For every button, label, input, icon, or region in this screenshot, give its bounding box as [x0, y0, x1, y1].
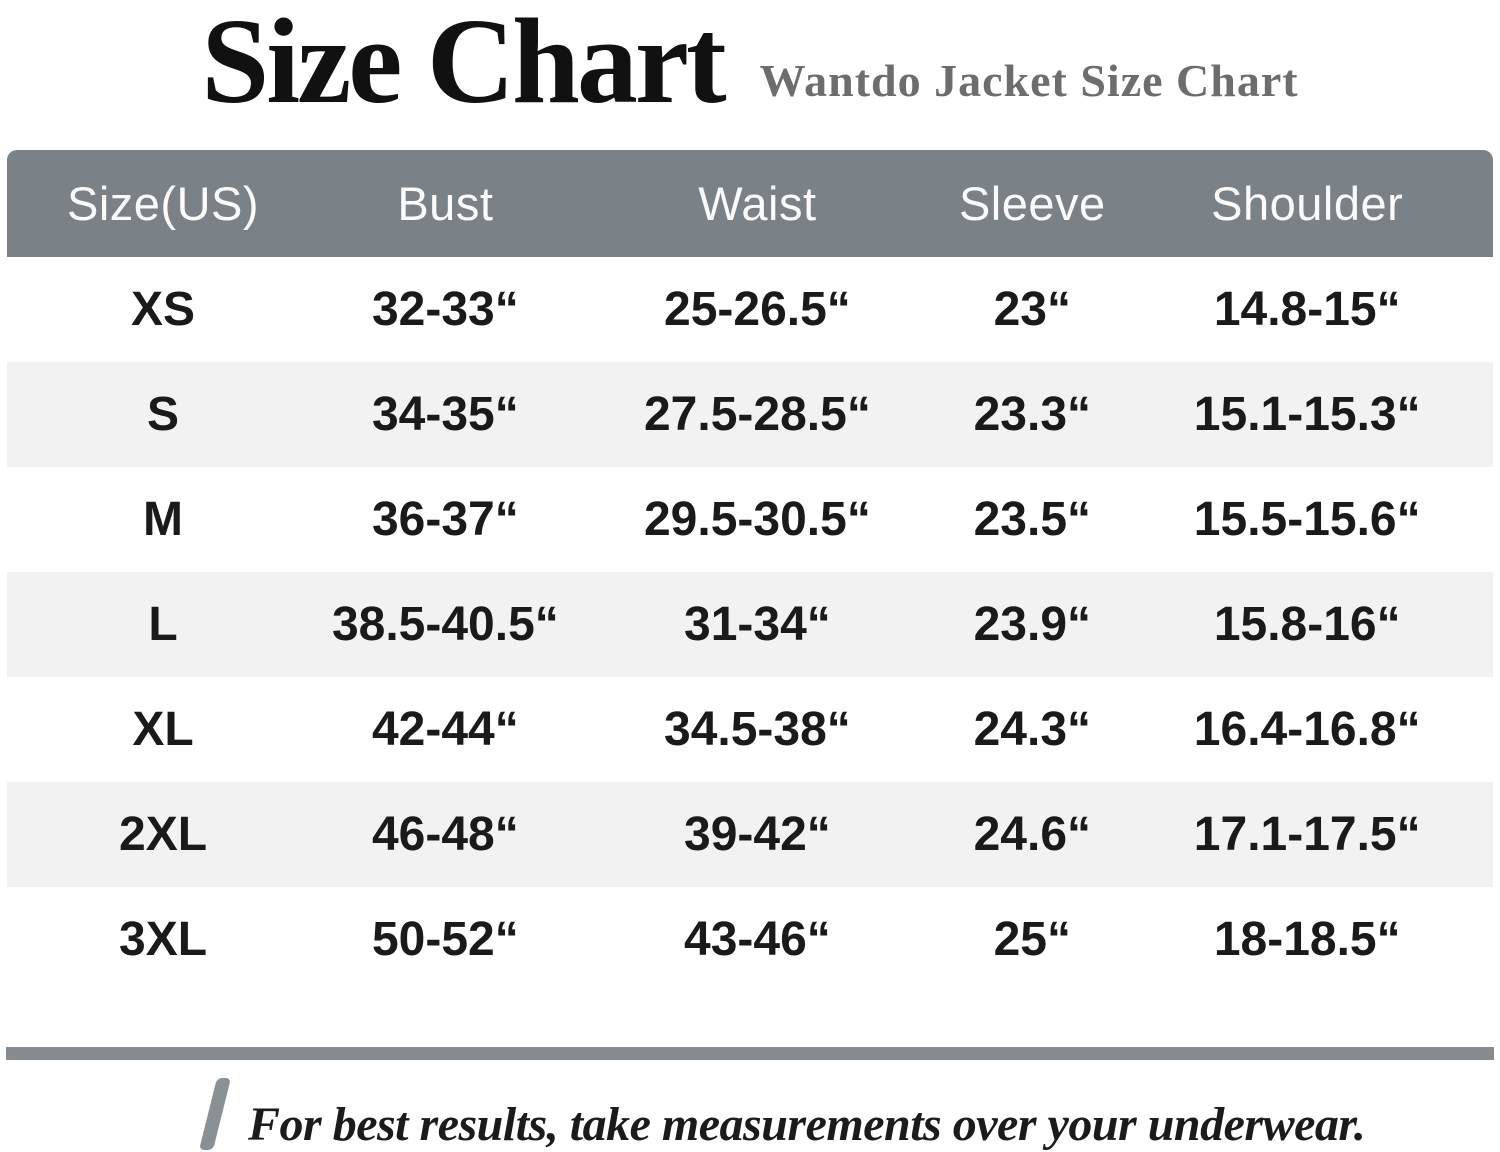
- page-subtitle: Wantdo Jacket Size Chart: [759, 55, 1299, 106]
- sleeve-value: 23“: [993, 283, 1071, 336]
- sleeve-value: 23.3“: [973, 388, 1092, 441]
- waist-value: 39-42“: [684, 808, 831, 861]
- bust-value: 42-44“: [371, 703, 519, 756]
- slash-icon: [199, 1078, 231, 1150]
- waist-value: 27.5-28.5“: [643, 388, 871, 441]
- waist-value: 25-26.5“: [664, 283, 851, 336]
- shoulder-value: 15.8-16“: [1213, 598, 1401, 651]
- sleeve-value: 24.6“: [973, 808, 1092, 861]
- table-row-s: S 34-35“ 27.5-28.5“ 23.3“ 15.1-15.3“: [7, 362, 1493, 467]
- waist-value: 34.5-38“: [664, 703, 851, 756]
- table-row-l: L 38.5-40.5“ 31-34“ 23.9“ 15.8-16“: [7, 572, 1493, 677]
- table-header-row: Size(US) Bust Waist Sleeve Shoulder: [7, 150, 1493, 257]
- size-label: 3XL: [119, 913, 208, 966]
- shoulder-value: 16.4-16.8“: [1193, 703, 1421, 756]
- size-label: M: [143, 493, 184, 546]
- shoulder-value: 15.1-15.3“: [1193, 388, 1421, 441]
- footer-note: For best results, take measurements over…: [248, 1097, 1366, 1151]
- size-label: S: [147, 388, 180, 441]
- table-row-xl: XL 42-44“ 34.5-38“ 24.3“ 16.4-16.8“: [7, 677, 1493, 782]
- size-label: 2XL: [119, 808, 208, 861]
- size-chart-table: Size(US) Bust Waist Sleeve Shoulder XS 3…: [7, 150, 1493, 992]
- table-row-3xl: 3XL 50-52“ 43-46“ 25“ 18-18.5“: [7, 887, 1493, 992]
- waist-value: 43-46“: [684, 913, 831, 966]
- shoulder-value: 15.5-15.6“: [1193, 493, 1421, 546]
- size-label: XL: [132, 703, 194, 756]
- table-row-2xl: 2XL 46-48“ 39-42“ 24.6“ 17.1-17.5“: [7, 782, 1493, 887]
- waist-value: 29.5-30.5“: [643, 493, 871, 546]
- table-row-xs: XS 32-33“ 25-26.5“ 23“ 14.8-15“: [7, 257, 1493, 362]
- sleeve-value: 23.5“: [973, 493, 1092, 546]
- page-header: Size Chart Wantdo Jacket Size Chart: [0, 0, 1500, 150]
- column-header-shoulder: Shoulder: [1211, 177, 1404, 230]
- column-header-waist: Waist: [698, 177, 817, 230]
- column-header-bust: Bust: [397, 177, 494, 230]
- shoulder-value: 17.1-17.5“: [1193, 808, 1421, 861]
- bust-value: 36-37“: [371, 493, 519, 546]
- sleeve-value: 23.9“: [973, 598, 1092, 651]
- bust-value: 32-33“: [371, 283, 519, 336]
- waist-value: 31-34“: [684, 598, 831, 651]
- page-title: Size Chart: [201, 0, 726, 129]
- size-label: XS: [131, 283, 196, 336]
- bust-value: 50-52“: [371, 913, 519, 966]
- shoulder-value: 18-18.5“: [1213, 913, 1401, 966]
- bust-value: 34-35“: [371, 388, 519, 441]
- footer-divider: [6, 1047, 1494, 1060]
- bust-value: 46-48“: [371, 808, 519, 861]
- sleeve-value: 25“: [993, 913, 1071, 966]
- size-label: L: [148, 598, 178, 651]
- bust-value: 38.5-40.5“: [331, 598, 559, 651]
- column-header-sleeve: Sleeve: [958, 177, 1106, 230]
- column-header-size: Size(US): [67, 177, 260, 230]
- shoulder-value: 14.8-15“: [1213, 283, 1401, 336]
- table-row-m: M 36-37“ 29.5-30.5“ 23.5“ 15.5-15.6“: [7, 467, 1493, 572]
- footer: For best results, take measurements over…: [199, 1078, 1500, 1151]
- sleeve-value: 24.3“: [973, 703, 1092, 756]
